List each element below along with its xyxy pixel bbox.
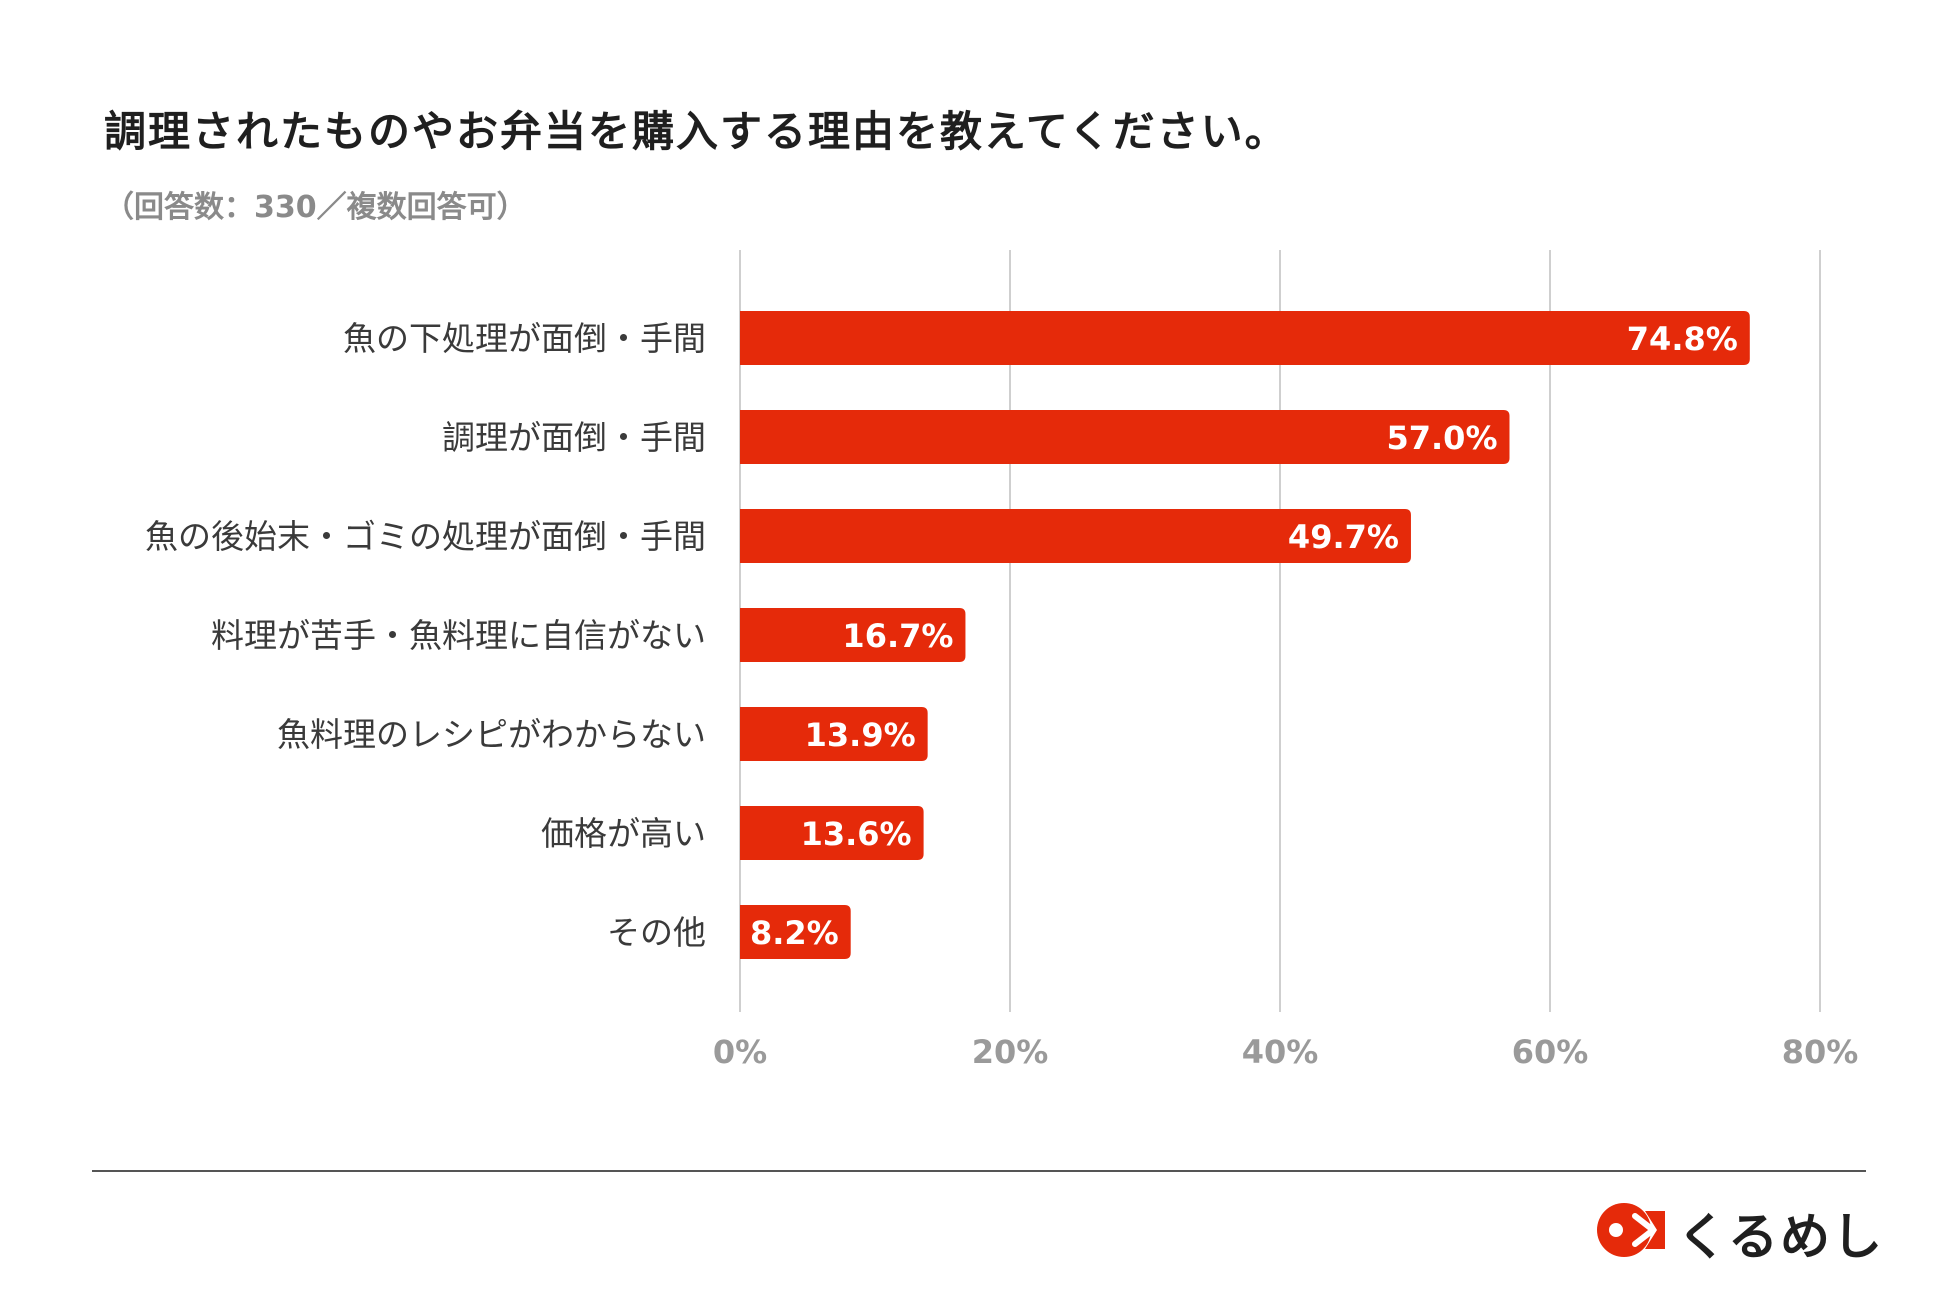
value-label: 8.2% (750, 914, 839, 952)
category-label: 調理が面倒・手間 (442, 418, 706, 457)
x-tick-label: 0% (713, 1033, 767, 1071)
chart-subtitle: （回答数：330／複数回答可） (104, 190, 527, 225)
category-label: 魚の後始末・ゴミの処理が面倒・手間 (145, 517, 706, 556)
value-label: 57.0% (1386, 419, 1497, 457)
category-label: 価格が高い (541, 814, 706, 853)
brand[interactable]: くるめし (1595, 1195, 1882, 1266)
bar (740, 509, 1411, 563)
value-label: 13.6% (801, 815, 912, 853)
x-tick-label: 20% (972, 1033, 1049, 1071)
bar (740, 707, 928, 761)
x-tick-label: 60% (1512, 1033, 1589, 1071)
bar (740, 806, 924, 860)
value-label: 74.8% (1627, 320, 1738, 358)
bar (740, 608, 966, 662)
bar-chart: 0% 20% 40% 60% 80% 魚の下処理が面倒・手間 74.8% 調理が面倒・手間 57… (145, 250, 1859, 1071)
bar (740, 905, 851, 959)
brand-name: くるめし (1677, 1208, 1884, 1266)
x-tick-label: 80% (1782, 1033, 1859, 1071)
category-label: 魚の下処理が面倒・手間 (343, 319, 706, 358)
value-label: 16.7% (842, 617, 953, 655)
value-label: 13.9% (805, 716, 916, 754)
x-tick-label: 40% (1242, 1033, 1319, 1071)
bar (740, 410, 1510, 464)
category-label: 魚料理のレシピがわからない (277, 715, 706, 754)
footer-divider (92, 1170, 1866, 1172)
chart-title: 調理されたものやお弁当を購入する理由を教えてください。 (104, 107, 1289, 156)
bar (740, 311, 1750, 365)
fish-logo-icon (1597, 1203, 1665, 1257)
category-label: 料理が苦手・魚料理に自信がない (211, 616, 706, 655)
category-label: その他 (607, 913, 706, 952)
value-label: 49.7% (1288, 518, 1399, 556)
